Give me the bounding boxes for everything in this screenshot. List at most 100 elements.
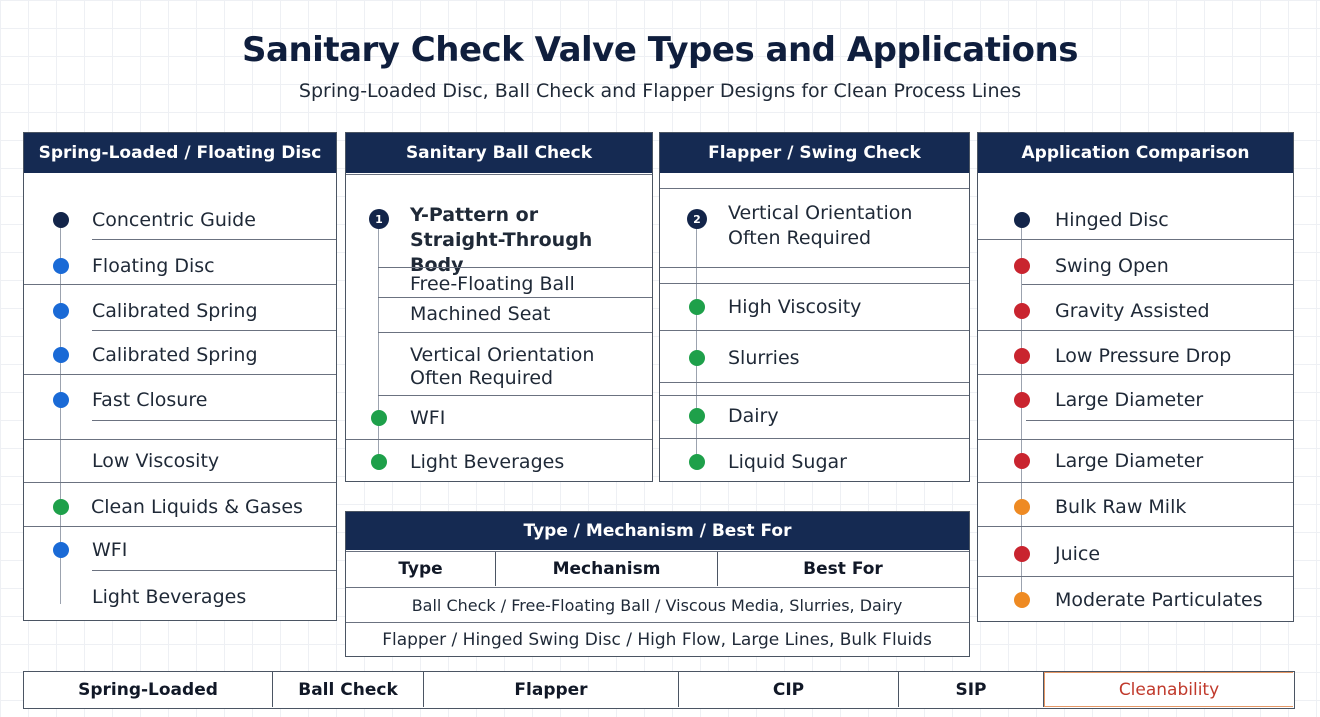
ball-divider [378,267,652,268]
spring-item-marker [53,542,69,558]
application-item-label: Large Diameter [1055,450,1204,472]
spring-divider [92,570,336,571]
ball-divider [378,332,652,333]
bottom-bar-item-flapper: Flapper [424,672,679,707]
bottom-bar-item-ball-check: Ball Check [273,672,424,707]
application-item: Juice [978,537,1293,571]
application-item: Moderate Particulates [978,583,1293,617]
spring-divider [24,439,336,440]
flapper-divider [660,438,969,439]
spring-item-marker [53,499,69,515]
flapper-item-label: High Viscosity [728,296,862,318]
flapper-timeline-line [696,219,697,464]
ball-check-panel: Sanitary Ball Check 1 Y-Pattern or Strai… [345,132,653,482]
flapper-item: Liquid Sugar [660,445,969,479]
application-divider [978,482,1293,483]
flapper-divider [660,283,969,284]
spring-item-marker [53,212,69,228]
spring-item-label: Fast Closure [92,389,208,411]
application-divider [1022,284,1293,285]
table-divider [346,551,969,552]
application-item-marker [1014,499,1030,515]
ball-item: WFI [346,401,652,435]
spring-timeline-line [60,219,61,604]
application-item-marker [1014,212,1030,228]
ball-item: Vertical Orientation Often Required [346,343,652,393]
ball-item-label: Machined Seat [410,303,551,325]
application-item: Swing Open [978,249,1293,283]
ball-item-label: Y-Pattern or Straight-Through Body [410,204,593,276]
flapper-item-marker [689,408,705,424]
spring-item-marker [53,258,69,274]
spring-item: Light Beverages [24,580,336,614]
ball-divider [378,297,652,298]
ball-item-label: Free-Floating Ball [410,273,575,295]
table-header-type: Type [346,552,496,586]
comparison-table: Type / Mechanism / Best For Type Mechani… [345,511,970,657]
spring-item-label: WFI [92,539,128,561]
table-row: Ball Check / Free-Floating Ball / Viscou… [411,595,903,615]
spring-item-label: Low Viscosity [92,450,220,472]
ball-item: Light Beverages [346,445,652,479]
application-item-label: Low Pressure Drop [1055,345,1232,367]
application-divider [978,239,1293,240]
application-item-label: Gravity Assisted [1055,300,1210,322]
flapper-item-marker [689,299,705,315]
spring-item-label: Light Beverages [92,586,247,608]
application-item: Low Pressure Drop [978,339,1293,373]
ball-timeline-line [378,219,379,463]
spring-item: Floating Disc [24,249,336,283]
application-item: Hinged Disc [978,203,1293,237]
flapper-item: Slurries [660,341,969,375]
application-item-marker [1014,303,1030,319]
spring-divider [24,284,336,285]
ball-item-label: Light Beverages [410,451,565,473]
table-header-best-for: Best For [803,559,883,579]
application-divider [978,374,1293,375]
application-item-marker [1014,348,1030,364]
spring-divider [24,374,336,375]
ball-step-number: 1 [369,209,389,229]
bottom-bar-item-cleanability: Cleanability [1044,672,1293,707]
application-panel: Application Comparison Hinged Disc Swing… [977,132,1294,622]
flapper-item-marker [689,454,705,470]
application-item-marker [1014,453,1030,469]
flapper-item: Dairy [660,399,969,433]
spring-divider [92,420,336,421]
spring-item-label: Calibrated Spring [92,344,258,366]
application-divider [978,526,1293,527]
flapper-item: High Viscosity [660,290,969,324]
ball-item-label: Vertical Orientation Often Required [410,344,595,389]
spring-item: WFI [24,533,336,567]
application-item-marker [1014,546,1030,562]
spring-divider [24,482,336,483]
spring-loaded-panel: Spring-Loaded / Floating Disc Concentric… [23,132,337,621]
spring-item-label: Floating Disc [92,255,215,277]
flapper-step-number: 2 [687,209,707,229]
spring-item-label: Concentric Guide [92,209,256,231]
flapper-item-label: Liquid Sugar [728,451,847,473]
spring-item: Calibrated Spring [24,294,336,328]
flapper-item-label: Dairy [728,405,779,427]
application-item: Large Diameter [978,444,1293,478]
bottom-bar-item-spring-loaded: Spring-Loaded [24,672,273,707]
spring-item-label: Clean Liquids & Gases [91,496,303,518]
ball-item-marker [371,454,387,470]
table-header-mechanism: Mechanism [496,552,718,586]
application-item-marker [1014,592,1030,608]
ball-item-marker [371,410,387,426]
bottom-bar: Spring-Loaded Ball Check Flapper CIP SIP… [23,671,1295,709]
flapper-item-label: Slurries [728,347,800,369]
spring-item-marker [53,347,69,363]
application-item: Gravity Assisted [978,294,1293,328]
application-divider [978,330,1293,331]
ball-item: Free-Floating Ball [346,270,652,298]
spring-divider [24,526,336,527]
ball-item-label: WFI [410,407,446,429]
flapper-divider [660,330,969,331]
flapper-divider [660,188,969,189]
spring-item-label: Calibrated Spring [92,300,258,322]
application-item-label: Swing Open [1055,255,1169,277]
application-item-label: Hinged Disc [1055,209,1169,231]
application-item: Large Diameter [978,383,1293,417]
